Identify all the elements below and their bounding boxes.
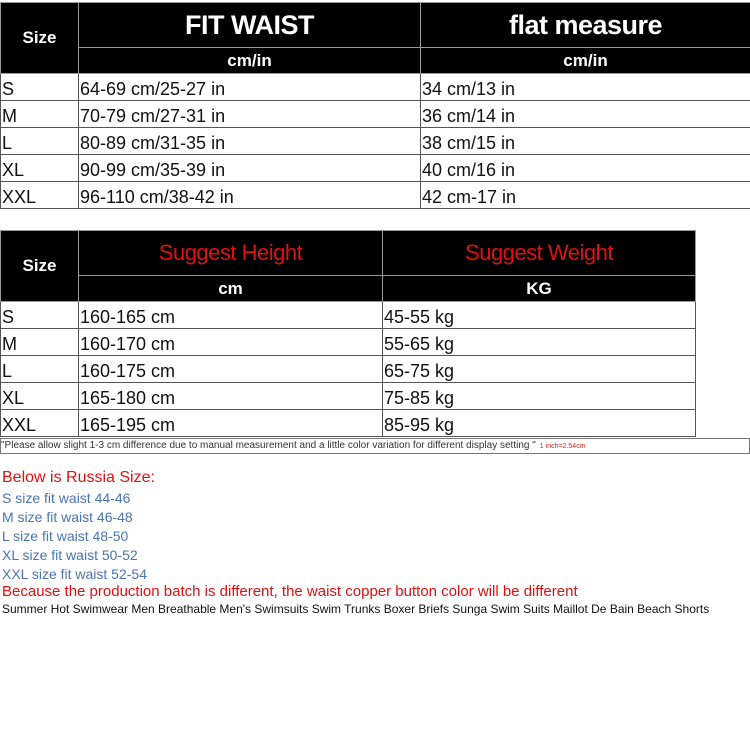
size-cell: S (0, 73, 79, 101)
russia-line: L size fit waist 48-50 (2, 528, 129, 544)
size-cell: M (0, 328, 79, 356)
weight-cell: 55-65 kg (382, 328, 696, 356)
table-row: S 160-165 cm 45-55 kg (0, 301, 696, 329)
size-cell: M (0, 100, 79, 128)
suggest-weight-header: Suggest Weight (382, 230, 696, 276)
table-row: S 64-69 cm/25-27 in 34 cm/13 in (0, 73, 750, 101)
unit-label: KG (382, 275, 696, 302)
size-cell: XXL (0, 409, 79, 437)
russia-line: M size fit waist 46-48 (2, 509, 133, 525)
measurement-note: "Please allow slight 1-3 cm difference d… (0, 438, 750, 454)
table-row: M 70-79 cm/27-31 in 36 cm/14 in (0, 100, 750, 128)
suggest-height-header: Suggest Height (78, 230, 383, 276)
table-row: M 160-170 cm 55-65 kg (0, 328, 696, 356)
table-row: XL 90-99 cm/35-39 in 40 cm/16 in (0, 154, 750, 182)
waist-size-table: Size FIT WAIST flat measure cm/in cm/in … (0, 2, 750, 209)
waist-cell: 64-69 cm/25-27 in (78, 73, 421, 101)
flat-cell: 42 cm-17 in (420, 181, 750, 209)
flat-cell: 34 cm/13 in (420, 73, 750, 101)
table-row: XL 165-180 cm 75-85 kg (0, 382, 696, 410)
table-row: L 80-89 cm/31-35 in 38 cm/15 in (0, 127, 750, 155)
height-cell: 160-170 cm (78, 328, 383, 356)
size-cell: L (0, 127, 79, 155)
height-cell: 165-195 cm (78, 409, 383, 437)
flat-cell: 40 cm/16 in (420, 154, 750, 182)
russia-line: XL size fit waist 50-52 (2, 547, 138, 563)
size-cell: XXL (0, 181, 79, 209)
unit-label: cm/in (420, 47, 750, 74)
product-title: Summer Hot Swimwear Men Breathable Men's… (2, 602, 710, 616)
russia-line: S size fit waist 44-46 (2, 490, 131, 506)
conversion-text: 1 inch=2.54cm (539, 443, 586, 450)
table-row: XXL 165-195 cm 85-95 kg (0, 409, 696, 437)
weight-cell: 75-85 kg (382, 382, 696, 410)
waist-cell: 80-89 cm/31-35 in (78, 127, 421, 155)
weight-cell: 65-75 kg (382, 355, 696, 383)
russia-heading: Below is Russia Size: (2, 469, 155, 486)
size-header: Size (0, 2, 79, 74)
note-text: "Please allow slight 1-3 cm difference d… (1, 440, 536, 451)
height-cell: 160-165 cm (78, 301, 383, 329)
fit-waist-header: FIT WAIST (78, 2, 421, 48)
table-row: L 160-175 cm 65-75 kg (0, 355, 696, 383)
height-cell: 160-175 cm (78, 355, 383, 383)
suggest-size-table: Size Suggest Height Suggest Weight cm KG… (0, 230, 696, 437)
weight-cell: 45-55 kg (382, 301, 696, 329)
flat-cell: 36 cm/14 in (420, 100, 750, 128)
button-color-note: Because the production batch is differen… (2, 583, 578, 600)
unit-label: cm/in (78, 47, 421, 74)
table-row: XXL 96-110 cm/38-42 in 42 cm-17 in (0, 181, 750, 209)
size-header: Size (0, 230, 79, 302)
waist-cell: 96-110 cm/38-42 in (78, 181, 421, 209)
unit-label: cm (78, 275, 383, 302)
size-cell: S (0, 301, 79, 329)
size-cell: L (0, 355, 79, 383)
flat-cell: 38 cm/15 in (420, 127, 750, 155)
russia-line: XXL size fit waist 52-54 (2, 566, 147, 582)
size-cell: XL (0, 382, 79, 410)
waist-cell: 90-99 cm/35-39 in (78, 154, 421, 182)
weight-cell: 85-95 kg (382, 409, 696, 437)
waist-cell: 70-79 cm/27-31 in (78, 100, 421, 128)
size-cell: XL (0, 154, 79, 182)
height-cell: 165-180 cm (78, 382, 383, 410)
flat-measure-header: flat measure (420, 2, 750, 48)
